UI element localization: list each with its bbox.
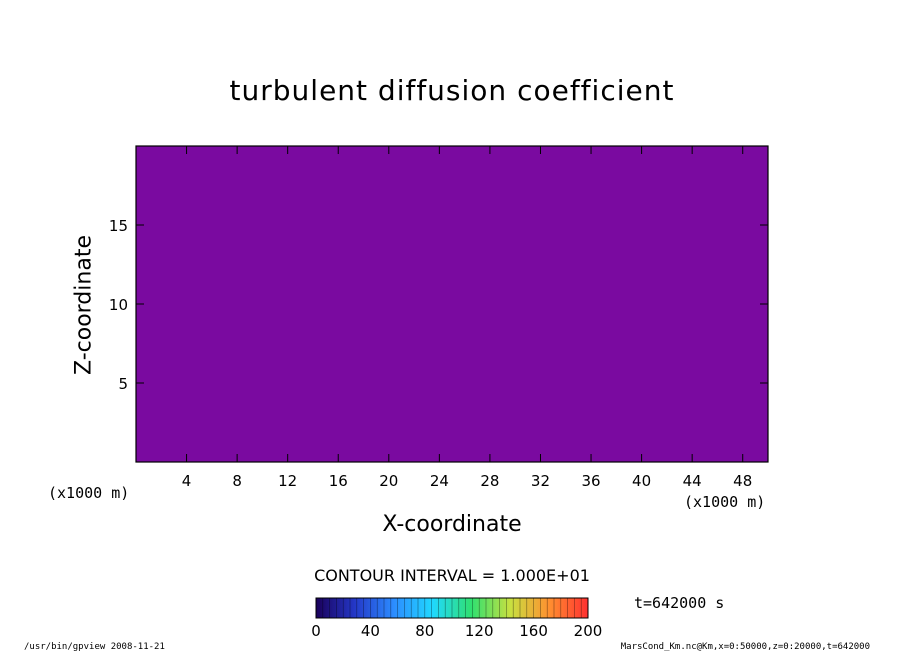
x-tick-label: 44 xyxy=(683,472,702,490)
x-tick-label: 8 xyxy=(232,472,242,490)
y-tick-label: 15 xyxy=(109,217,128,235)
y-tick-label: 10 xyxy=(109,296,128,314)
colorbar-tick-label: 120 xyxy=(465,622,494,640)
colorbar-tick-label: 40 xyxy=(361,622,380,640)
x-tick-label: 12 xyxy=(278,472,297,490)
x-tick-label: 48 xyxy=(733,472,752,490)
field-background xyxy=(136,146,768,462)
x-unit-left: (x1000 m) xyxy=(48,484,130,502)
chart-title: turbulent diffusion coefficient xyxy=(229,74,675,107)
x-unit-right: (x1000 m) xyxy=(684,493,766,511)
contour-interval: CONTOUR INTERVAL = 1.000E+01 xyxy=(314,566,590,585)
footer-left: /usr/bin/gpview 2008-11-21 xyxy=(24,642,165,652)
x-tick-label: 40 xyxy=(632,472,651,490)
x-tick-label: 4 xyxy=(182,472,192,490)
colorbar-tick-label: 80 xyxy=(415,622,434,640)
footer-right: MarsCond_Km.nc@Km,x=0:50000,z=0:20000,t=… xyxy=(620,642,870,652)
x-tick-label: 20 xyxy=(379,472,398,490)
colorbar-tick-label: 200 xyxy=(574,622,603,640)
x-tick-label: 32 xyxy=(531,472,550,490)
colorbar-frame xyxy=(315,597,589,619)
colorbar-tick-label: 160 xyxy=(519,622,548,640)
time-label: t=642000 s xyxy=(634,594,725,612)
x-axis-label: X-coordinate xyxy=(382,512,522,537)
x-tick-label: 24 xyxy=(430,472,449,490)
x-tick-label: 36 xyxy=(581,472,600,490)
colorbar-tick-label: 0 xyxy=(311,622,321,640)
x-tick-label: 16 xyxy=(329,472,348,490)
x-tick-label: 28 xyxy=(480,472,499,490)
y-axis-label: Z-coordinate xyxy=(71,235,97,375)
y-tick-label: 5 xyxy=(118,375,128,393)
